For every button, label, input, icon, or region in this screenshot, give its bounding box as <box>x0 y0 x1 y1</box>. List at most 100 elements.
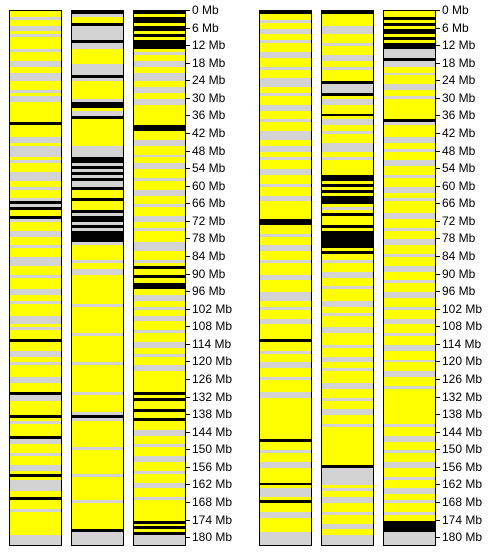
band-black <box>134 532 185 536</box>
band-gray <box>384 160 435 167</box>
axis-tick <box>436 273 440 275</box>
band-black <box>72 157 123 164</box>
band-black <box>322 175 373 178</box>
band-gray <box>260 78 311 88</box>
band-gray <box>322 66 373 70</box>
band-gray <box>134 52 185 55</box>
axis-tick-label: 96 Mb <box>192 284 226 299</box>
band-gray <box>322 119 373 126</box>
band-black <box>10 497 61 501</box>
axis-tick-label: 24 Mb <box>192 73 226 88</box>
axis-tick-label: 180 Mb <box>442 530 483 545</box>
band-gray <box>134 306 185 310</box>
band-black <box>134 520 185 524</box>
band-black <box>72 216 123 222</box>
band-yellow <box>72 262 123 269</box>
band-yellow <box>72 503 123 530</box>
band-gray <box>134 139 185 146</box>
band-gray <box>322 25 373 35</box>
band-black <box>10 216 61 219</box>
band-yellow <box>72 16 123 26</box>
band-gray <box>260 183 311 187</box>
band-gray <box>384 265 435 272</box>
band-yellow <box>72 49 123 64</box>
axis-tick <box>436 27 440 29</box>
band-gray <box>322 54 373 61</box>
band-gray <box>10 421 61 424</box>
axis-tick <box>436 431 440 433</box>
band-yellow <box>72 107 123 111</box>
band-black <box>260 339 311 342</box>
axis-tick <box>186 519 190 521</box>
axis-tick <box>186 115 190 117</box>
band-gray <box>322 142 373 152</box>
band-black <box>134 11 185 14</box>
band-black <box>322 230 373 246</box>
axis-tick-label: 96 Mb <box>442 284 476 299</box>
band-gray <box>384 54 435 58</box>
band-black <box>72 75 123 79</box>
band-black <box>384 43 435 50</box>
band-black <box>72 529 123 533</box>
band-gray <box>384 95 435 99</box>
axis-tick <box>436 45 440 47</box>
band-yellow <box>72 476 123 501</box>
axis-tick <box>186 97 190 99</box>
band-gray <box>10 49 61 52</box>
band-gray <box>260 274 311 281</box>
band-gray <box>260 145 311 152</box>
band-yellow <box>72 201 123 211</box>
axis-tick <box>436 115 440 117</box>
band-black <box>134 391 185 395</box>
band-gray <box>134 341 185 348</box>
band-black <box>260 218 311 222</box>
axis-tick <box>186 502 190 504</box>
band-gray <box>322 535 373 545</box>
axis-tick <box>186 414 190 416</box>
band-gray <box>322 467 373 486</box>
chromosome-track <box>383 10 436 546</box>
band-gray <box>260 306 311 310</box>
axis-tick <box>186 80 190 82</box>
band-gray <box>322 356 373 363</box>
band-gray <box>260 532 311 545</box>
axis-tick <box>436 361 440 363</box>
band-gray <box>10 377 61 383</box>
band-gray <box>134 482 185 489</box>
band-gray <box>260 318 311 325</box>
axis-tick-label: 18 Mb <box>442 55 476 70</box>
band-gray <box>260 195 311 202</box>
band-gray <box>384 280 435 284</box>
axis-tick <box>186 27 190 29</box>
band-black <box>322 224 373 228</box>
axis-tick <box>436 343 440 345</box>
band-gray <box>322 300 373 307</box>
band-black <box>72 22 123 26</box>
band-gray <box>134 87 185 93</box>
axis-tick <box>436 238 440 240</box>
band-gray <box>10 218 61 222</box>
band-gray <box>10 95 61 102</box>
band-gray <box>384 122 435 126</box>
band-gray <box>260 66 311 70</box>
band-gray <box>10 172 61 181</box>
band-gray <box>134 98 185 105</box>
axis-tick-label: 12 Mb <box>442 38 476 53</box>
axis-tick-label: 114 Mb <box>442 336 482 351</box>
band-gray <box>384 385 435 389</box>
axis-tick-label: 114 Mb <box>192 336 232 351</box>
band-gray <box>134 189 185 196</box>
band-gray <box>322 423 373 427</box>
band-gray <box>260 511 311 518</box>
axis-tick <box>186 256 190 258</box>
band-gray <box>384 511 435 515</box>
band-gray <box>384 450 435 454</box>
axis-tick <box>186 431 190 433</box>
axis-tick <box>186 466 190 468</box>
band-gray <box>10 145 61 158</box>
band-black <box>134 40 185 50</box>
band-gray <box>10 315 61 325</box>
band-black <box>10 122 61 126</box>
band-yellow <box>72 421 123 448</box>
axis-tick <box>436 97 440 99</box>
